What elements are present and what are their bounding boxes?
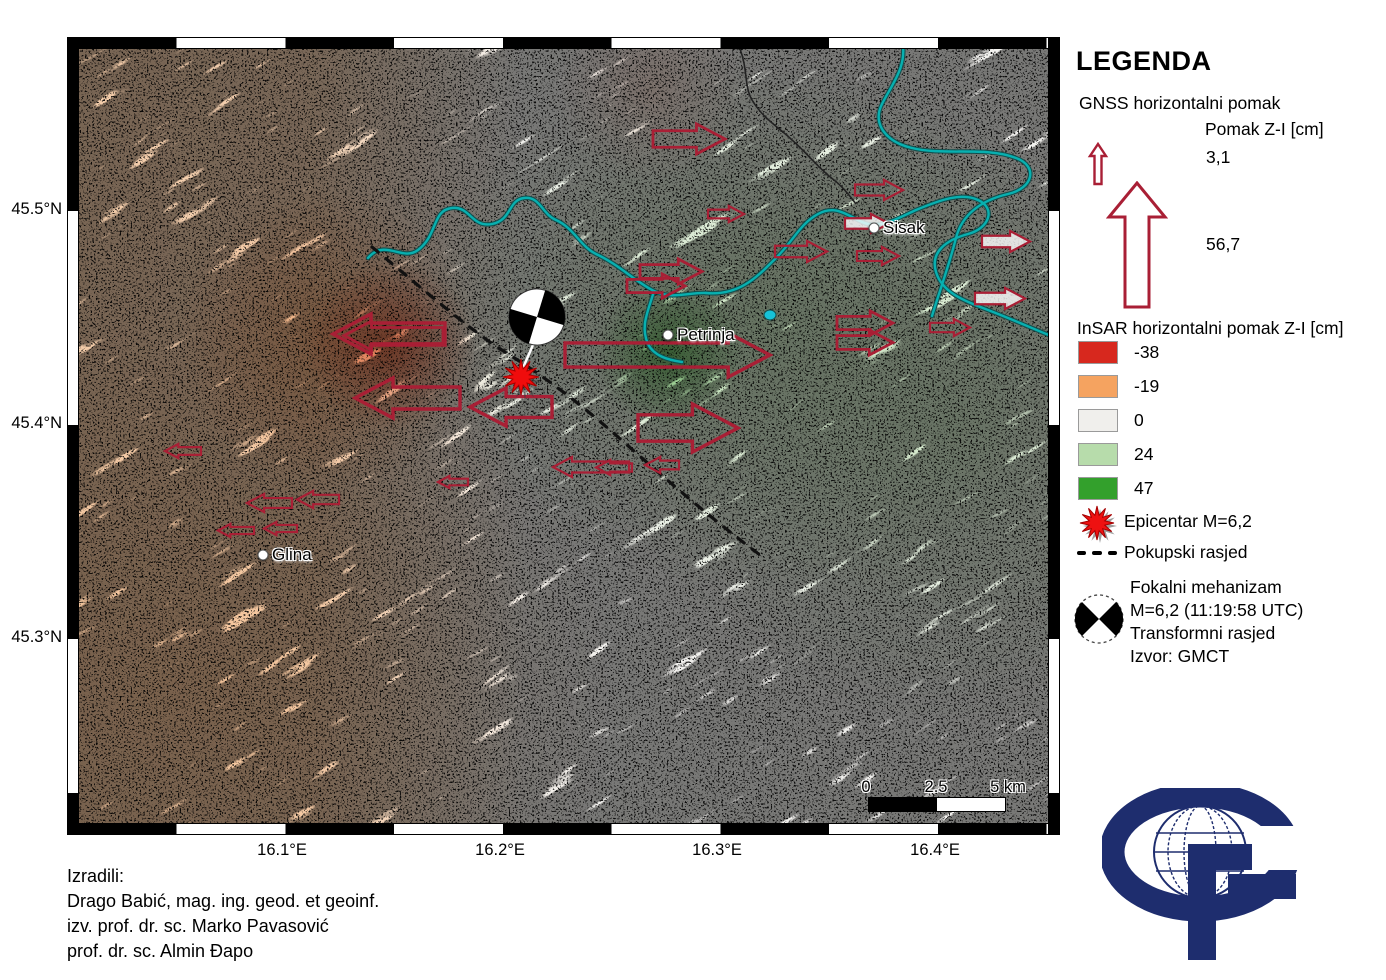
map-border-top [67, 37, 1060, 49]
insar-swatch-green [1078, 477, 1118, 500]
insar-class-label: -19 [1134, 376, 1160, 396]
insar-class-label: 47 [1134, 478, 1154, 498]
insar-class-row: -19 [1078, 375, 1159, 398]
gnss-displacement-arrow [835, 327, 897, 358]
gnss-displacement-arrow [928, 317, 973, 338]
credits-author: Drago Babić, mag. ing. geod. et geoinf. [67, 891, 380, 911]
scalebar-max: 5 km [990, 778, 1026, 796]
gnss-displacement-arrow [853, 178, 906, 202]
focal-legend-line: Transformni rasjed [1130, 623, 1276, 643]
insar-legend-heading: InSAR horizontalni pomak Z-I [cm] [1077, 318, 1344, 338]
gnss-displacement-arrow [435, 474, 470, 490]
insar-class-label: 24 [1134, 444, 1154, 464]
latitude-label: 45.3°N [11, 628, 62, 646]
focal-mechanism-legend-icon [1074, 594, 1124, 644]
terrain-speckle-texture [79, 49, 1048, 823]
gnss-displacement-arrow [636, 401, 742, 455]
epicenter-legend-icon [1079, 505, 1117, 543]
map-border-left [67, 37, 79, 835]
scalebar-segment-white [937, 798, 1005, 811]
gnss-small-value: 3,1 [1206, 147, 1231, 167]
city-label-petrinja: Petrinja [677, 325, 735, 344]
insar-class-label: 0 [1134, 410, 1144, 430]
insar-swatch-orange [1078, 375, 1118, 398]
gnss-displacement-arrow [773, 239, 830, 264]
longitude-label: 16.2°E [475, 841, 525, 859]
city-label-glina: Glina [272, 545, 312, 564]
gnss-displacement-arrow [294, 489, 341, 510]
map-label-layer: 0 2.5 5 km Petrinja Sisak Glina [79, 49, 1048, 823]
gnss-displacement-arrow [351, 375, 462, 421]
longitude-label: 16.1°E [257, 841, 307, 859]
focal-legend-line: Izvor: GMCT [1130, 646, 1230, 666]
longitude-label: 16.3°E [692, 841, 742, 859]
gnss-displacement-arrow [651, 121, 729, 157]
city-dot [868, 222, 880, 234]
scalebar-zero: 0 [861, 778, 871, 796]
fault-legend-label: Pokupski rasjed [1124, 542, 1248, 562]
gnss-displacement-arrow [706, 204, 747, 224]
gnss-displacement-arrow [261, 520, 299, 537]
river-lines [365, 49, 1048, 365]
insar-swatch-red [1078, 341, 1118, 364]
map-border-right [1048, 37, 1060, 835]
city-dot [662, 329, 674, 341]
gnss-arrow-layer [162, 121, 1033, 539]
credits-author: prof. dr. sc. Almin Đapo [67, 941, 254, 961]
beachball-connector [520, 344, 535, 371]
focal-legend-line: M=6,2 (11:19:58 UTC) [1130, 600, 1304, 620]
epicenter-legend-label: Epicentar M=6,2 [1124, 511, 1252, 531]
city-dot [257, 549, 269, 561]
map-feature-layer [79, 49, 1048, 823]
gnss-displacement-arrow [593, 458, 634, 477]
epicenter-star [502, 358, 540, 396]
latitude-label: 45.5°N [11, 200, 62, 218]
gnss-displacement-arrow [625, 271, 689, 301]
credits-author: izv. prof. dr. sc. Marko Pavasović [67, 916, 329, 936]
scalebar-segment-black [869, 798, 937, 811]
gnss-large-value: 56,7 [1206, 234, 1241, 254]
map-canvas: 0 2.5 5 km Petrinja Sisak Glina [78, 48, 1049, 824]
gnss-displacement-arrow [162, 442, 203, 460]
gnss-displacement-arrow [855, 245, 902, 267]
gnss-displacement-arrow [973, 286, 1028, 311]
scalebar-mid: 2.5 [924, 778, 948, 796]
insar-class-row: -38 [1078, 341, 1159, 364]
focal-mechanism-beachball [508, 288, 566, 346]
gnss-displacement-arrow [466, 385, 554, 429]
map-border-bottom [67, 823, 1060, 835]
gnss-column-label: Pomak Z-I [cm] [1205, 119, 1324, 139]
gnss-displacement-arrow [563, 330, 774, 380]
insar-class-row: 24 [1078, 443, 1153, 466]
gnss-displacement-arrow [340, 318, 445, 353]
pokupski-fault-line [370, 245, 762, 557]
gnss-large-arrow-icon [1106, 181, 1168, 309]
gnss-displacement-arrow [980, 229, 1033, 254]
geodesy-faculty-logo [1102, 788, 1302, 960]
insar-class-row: 0 [1078, 409, 1144, 432]
longitude-label: 16.4°E [910, 841, 960, 859]
gnss-displacement-arrow [835, 308, 897, 338]
legend-title: LEGENDA [1076, 46, 1212, 76]
gnss-displacement-arrow [642, 455, 681, 475]
gnss-small-arrow-icon [1087, 142, 1109, 186]
gnss-displacement-arrow [215, 522, 256, 539]
insar-swatch-lightgreen [1078, 443, 1118, 466]
lake [763, 309, 777, 321]
gnss-legend-heading: GNSS horizontalni pomak [1079, 93, 1281, 113]
focal-legend-line: Fokalni mehanizam [1130, 577, 1282, 597]
city-label-sisak: Sisak [883, 218, 925, 237]
fault-dash-icon [1077, 551, 1117, 555]
insar-swatch-white [1078, 409, 1118, 432]
insar-class-row: 47 [1078, 477, 1153, 500]
credits-heading: Izradili: [67, 866, 125, 886]
insar-class-label: -38 [1134, 342, 1160, 362]
scalebar [868, 797, 1006, 812]
gnss-displacement-arrow [244, 492, 294, 514]
latitude-label: 45.4°N [11, 414, 62, 432]
admin-boundary-line [739, 49, 857, 205]
